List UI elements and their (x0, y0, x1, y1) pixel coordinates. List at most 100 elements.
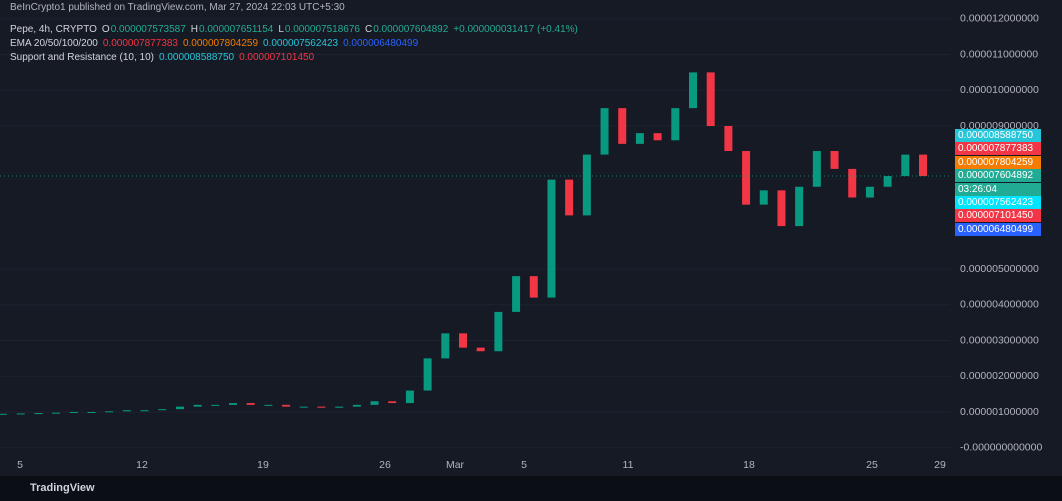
candle (69, 412, 78, 413)
candle (600, 108, 609, 155)
ohlc-value: 0.000007518676 (284, 24, 360, 35)
sr-legend: Support and Resistance (10, 10) 0.0000085… (10, 52, 319, 63)
published-note: BeInCrypto1 published on TradingView.com… (10, 2, 345, 13)
candle (317, 406, 326, 408)
date-label: 12 (136, 459, 148, 471)
candle (193, 404, 202, 407)
ema-name: EMA 20/50/100/200 (10, 38, 98, 49)
candle (52, 412, 61, 414)
candle (759, 190, 768, 205)
candle (812, 151, 821, 187)
price-label: 0.000009000000 (960, 120, 1039, 132)
candle (211, 404, 220, 406)
symbol: Pepe, 4h, CRYPTO (10, 24, 97, 35)
price-label: 0.000011000000 (960, 48, 1038, 60)
candle (476, 347, 485, 352)
candle (635, 133, 644, 144)
candle (0, 413, 7, 415)
ohlc-label: H (190, 24, 198, 35)
price-label: 0.000003000000 (960, 334, 1039, 346)
date-label: 26 (379, 459, 391, 471)
candle (441, 333, 450, 359)
candle (122, 410, 131, 412)
candle (264, 404, 273, 406)
ohlc-label: L (278, 24, 284, 35)
candle (16, 413, 25, 415)
candle (742, 151, 751, 205)
ohlc-label: O (101, 24, 110, 35)
candle (405, 390, 414, 404)
candle (848, 168, 857, 198)
candle (299, 406, 308, 408)
candle (423, 358, 432, 391)
candle (105, 411, 114, 413)
candle (388, 401, 397, 404)
price-label: 0.000002000000 (960, 370, 1039, 382)
footer: TradingView (0, 476, 1062, 501)
candle (901, 154, 910, 177)
candle (830, 151, 839, 169)
sr-value: 0.000008588750 (158, 52, 235, 63)
price-tag: 0.000007562423 (955, 196, 1041, 209)
candle (87, 412, 96, 413)
price-tag: 0.000007877383 (955, 142, 1041, 156)
candle (282, 404, 291, 407)
brand: TradingView (30, 482, 95, 494)
price-label: 0.000001000000 (960, 406, 1039, 418)
ema-value: 0.000007877383 (102, 38, 178, 49)
change: +0.000000031417 (+0.41%) (453, 24, 578, 35)
plot-background (0, 0, 950, 476)
candle (777, 190, 786, 227)
candle (34, 413, 43, 415)
candle (459, 333, 467, 348)
candle (494, 311, 503, 352)
price-tag: 0.000006480499 (955, 222, 1041, 236)
candle (370, 401, 379, 405)
candle (175, 406, 184, 410)
date-label: 18 (743, 459, 755, 471)
price-label: 0.000004000000 (960, 299, 1039, 311)
price-label: 0.000005000000 (960, 263, 1039, 275)
candle (795, 186, 804, 227)
price-label: -0.000000000000 (960, 442, 1042, 454)
candle (352, 404, 361, 407)
candle (671, 108, 680, 141)
price-label: 0.000012000000 (960, 13, 1039, 25)
price-tag: 0.000008588750 (955, 129, 1041, 142)
candle (140, 410, 149, 412)
candle (229, 403, 237, 405)
candle (706, 72, 715, 126)
sr-value: 0.000007101450 (239, 52, 315, 63)
candle (883, 176, 892, 187)
date-label: Mar (446, 459, 465, 471)
ohlc-value: 0.000007604892 (373, 24, 449, 35)
candle (865, 186, 874, 198)
ema-value: 0.000007804259 (182, 38, 259, 49)
candle (529, 276, 538, 298)
candle (335, 406, 344, 408)
ema-value: 0.000007562423 (263, 38, 339, 49)
candle (547, 179, 556, 298)
ema-value: 0.000006480499 (343, 38, 419, 49)
candle (158, 409, 167, 411)
candle (565, 179, 574, 216)
candle (689, 72, 697, 109)
candle (246, 403, 255, 405)
price-tag: 0.000007604892 (955, 169, 1041, 183)
price-chart: 0.000012000000 0.000011000000 0.0000100000… (0, 0, 1043, 476)
candle (512, 276, 521, 312)
sr-name: Support and Resistance (10, 10) (10, 52, 154, 63)
candle (582, 154, 591, 216)
date-label: 5 (17, 459, 23, 471)
date-label: 19 (257, 459, 269, 471)
candle (618, 108, 627, 144)
date-label: 11 (623, 459, 634, 471)
date-label: 5 (521, 459, 527, 471)
candle (724, 126, 733, 152)
date-label: 25 (866, 459, 878, 471)
symbol-legend: Pepe, 4h, CRYPTO O0.000007573587 H0.000007… (10, 24, 583, 35)
ema-legend: EMA 20/50/100/200 0.000007877383 0.0000078… (10, 38, 423, 49)
candle (653, 133, 662, 141)
price-label: 0.000010000000 (960, 84, 1039, 96)
